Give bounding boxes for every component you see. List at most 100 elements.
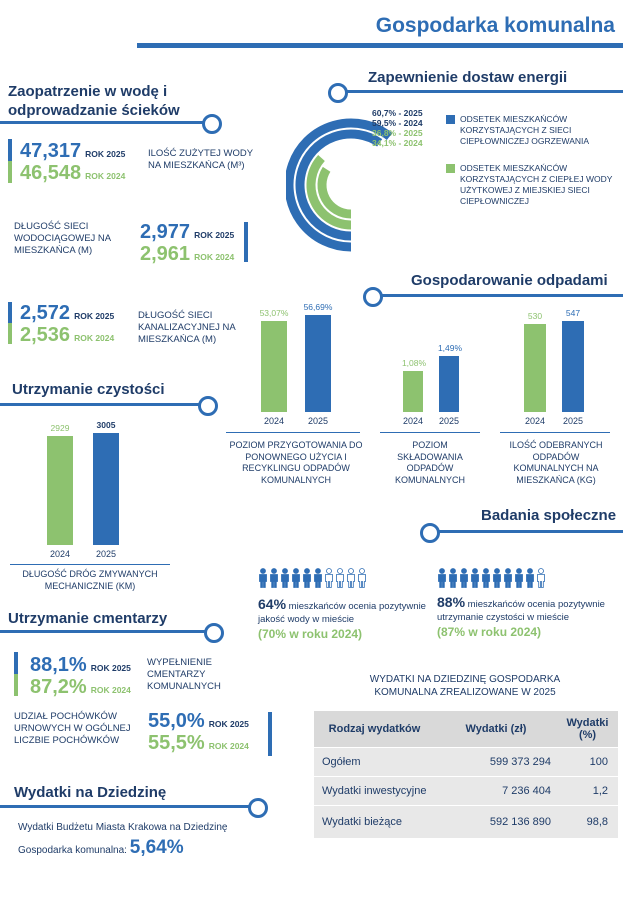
water-network-values: 2,977 ROK 2025 2,961 ROK 2024 <box>140 221 235 265</box>
collected-x-2025: 2025 <box>562 416 584 426</box>
recycling-bar-2024 <box>261 321 287 412</box>
collected-chart: 530 547 <box>515 305 595 412</box>
person-icon <box>492 568 502 588</box>
energy-legend-1: ODSETEK MIESZKAŃCÓW KORZYSTAJĄCYCH Z SIE… <box>446 114 616 147</box>
collected-x-2024: 2024 <box>524 416 546 426</box>
expenses-line1: Wydatki Budżetu Miasta Krakowa na Dziedz… <box>18 822 228 833</box>
energy-legend-2: ODSETEK MIESZKAŃCÓW KORZYSTAJĄCYCH Z CIE… <box>446 163 616 207</box>
survey-clean-prev: (87% w roku 2024) <box>437 625 542 639</box>
table-header-row: Rodzaj wydatków Wydatki (zł) Wydatki (%) <box>314 711 618 748</box>
expenses-rule <box>0 805 252 808</box>
people-water <box>258 568 368 593</box>
energy-ring-labels: 60,7% - 2025 59,5% - 2024 36,8% - 2025 3… <box>372 108 423 148</box>
sewer-bar-green <box>8 323 12 344</box>
recycling-x-2024: 2024 <box>263 416 285 426</box>
person-icon <box>514 568 524 588</box>
person-icon <box>324 568 334 588</box>
person-icon <box>448 568 458 588</box>
person-icon <box>346 568 356 588</box>
cleanliness-axis-line <box>10 564 170 565</box>
energy-ring-2 <box>295 129 383 241</box>
survey-water-text: mieszkańców ocenia pozytywnie jakość wod… <box>258 601 426 625</box>
survey-clean-text: mieszkańców ocenia pozytywnie utrzymanie… <box>437 599 605 623</box>
energy-ring-chart <box>286 118 393 252</box>
cleanliness-chart: 2929 3005 <box>40 418 130 545</box>
person-icon <box>437 568 447 588</box>
person-icon <box>280 568 290 588</box>
cleanliness-x-2024: 2024 <box>49 549 71 559</box>
cemetery-filled-label: WYPEŁNIENIE CMENTARZY KOMUNALNYCH <box>147 657 221 692</box>
table-header-pct: Wydatki (%) <box>566 717 609 741</box>
landfill-x-2025: 2025 <box>438 416 460 426</box>
collected-caption: ILOŚĆ ODEBRANYCH ODPADÓW KOMUNALNYCH NA … <box>509 440 603 485</box>
table-title: WYDATKI NA DZIEDZINĘ GOSPODARKA KOMUNALN… <box>369 674 561 698</box>
legend-swatch-blue <box>446 115 455 124</box>
landfill-caption: POZIOM SKŁADOWANIA ODPADÓW KOMUNALNYCH <box>394 440 465 485</box>
water-network-bar <box>244 222 248 262</box>
energy-rule <box>346 90 623 93</box>
person-icon <box>291 568 301 588</box>
survey-rule-circle <box>420 523 440 543</box>
cemetery-bar-green <box>14 674 18 696</box>
person-icon <box>269 568 279 588</box>
recycling-caption: POZIOM PRZYGOTOWANIA DO PONOWNEGO UŻYCIA… <box>229 440 363 485</box>
cemetery-rule <box>0 630 208 633</box>
table-row: Ogółem 599 373 294 100 <box>314 747 618 777</box>
sewer-label: DŁUGOŚĆ SIECI KANALIZACYJNEJ NA MIESZKAŃ… <box>138 310 236 345</box>
collected-bar-2024 <box>524 323 546 412</box>
ring-label-4: 34,1% - 2024 <box>372 138 423 148</box>
table-row: Wydatki bieżące 592 136 890 98,8 <box>314 805 618 839</box>
person-icon <box>503 568 513 588</box>
page-title: Gospodarka komunalna <box>375 14 615 37</box>
expenses-value: 5,64% <box>129 837 184 858</box>
sewer-bar-blue <box>8 302 12 323</box>
cemetery-urn-values: 55,0% ROK 2025 55,5% ROK 2024 <box>148 710 249 754</box>
cleanliness-caption: DŁUGOŚĆ DRÓG ZMYWANYCH MECHANICZNIE (km) <box>22 569 158 591</box>
person-icon <box>313 568 323 588</box>
recycling-chart: 53,07% 56,69% <box>250 300 340 412</box>
water-network-label: DŁUGOŚĆ SIECI WODOCIĄGOWEJ NA MIESZKAŃCA… <box>14 221 111 256</box>
survey-clean: 88% mieszkańców ocenia pozytywnie utrzym… <box>437 594 623 639</box>
person-icon <box>357 568 367 588</box>
waste-rule-circle <box>363 287 383 307</box>
person-icon <box>459 568 469 588</box>
water-section-title: Zaopatrzenie w wodę i odprowadzanie ście… <box>8 83 180 119</box>
consumption-values: 47,317 ROK 2025 46,548 ROK 2024 <box>20 140 126 184</box>
expenses-section-title: Wydatki na Dziedzinę <box>14 784 167 801</box>
cemetery-filled-values: 88,1% ROK 2025 87,2% ROK 2024 <box>30 654 131 698</box>
person-icon <box>302 568 312 588</box>
collected-label-2024: 530 <box>527 310 543 321</box>
table-header-type: Rodzaj wydatków <box>328 723 421 735</box>
cleanliness-label-2024: 2929 <box>50 422 70 433</box>
collected-bar-2025 <box>562 321 584 412</box>
collected-label-2025: 547 <box>565 308 581 318</box>
cleanliness-label-2025: 3005 <box>96 420 116 430</box>
consumption-2025: 47,317 <box>20 140 82 162</box>
cemetery-urn-label: UDZIAŁ POCHÓWKÓW URNOWYCH W OGÓLNEJ LICZ… <box>14 711 131 746</box>
cemetery-rule-circle <box>204 623 224 643</box>
person-icon <box>525 568 535 588</box>
energy-ring-1 <box>286 118 393 252</box>
energy-rule-circle <box>328 83 348 103</box>
survey-water-prev: (70% w roku 2024) <box>258 627 363 641</box>
energy-ring-3 <box>306 154 352 230</box>
cleanliness-rule-circle <box>198 396 218 416</box>
energy-ring-4 <box>317 166 352 219</box>
consumption-bar-green <box>8 161 12 183</box>
cleanliness-bar-2025 <box>93 433 119 545</box>
ring-label-2: 59,5% - 2024 <box>372 118 423 128</box>
consumption-label: ILOŚĆ ZUŻYTEJ WODY NA MIESZKAŃCA (m³) <box>148 148 253 171</box>
collected-axis-line <box>500 432 610 433</box>
person-icon <box>258 568 268 588</box>
survey-clean-pct: 88% <box>437 594 466 610</box>
landfill-label-2025: 1,49% <box>437 343 463 353</box>
waste-rule <box>380 294 623 297</box>
expenses-rule-circle <box>248 798 268 818</box>
waste-section-title: Gospodarowanie odpadami <box>411 272 608 289</box>
table-header-amount: Wydatki (zł) <box>465 723 527 735</box>
consumption-2024: 46,548 <box>20 162 82 184</box>
header-rule <box>137 43 623 48</box>
person-icon <box>470 568 480 588</box>
cleanliness-section-title: Utrzymanie czystości <box>12 381 165 398</box>
landfill-chart: 1,08% 1,49% <box>395 330 475 412</box>
